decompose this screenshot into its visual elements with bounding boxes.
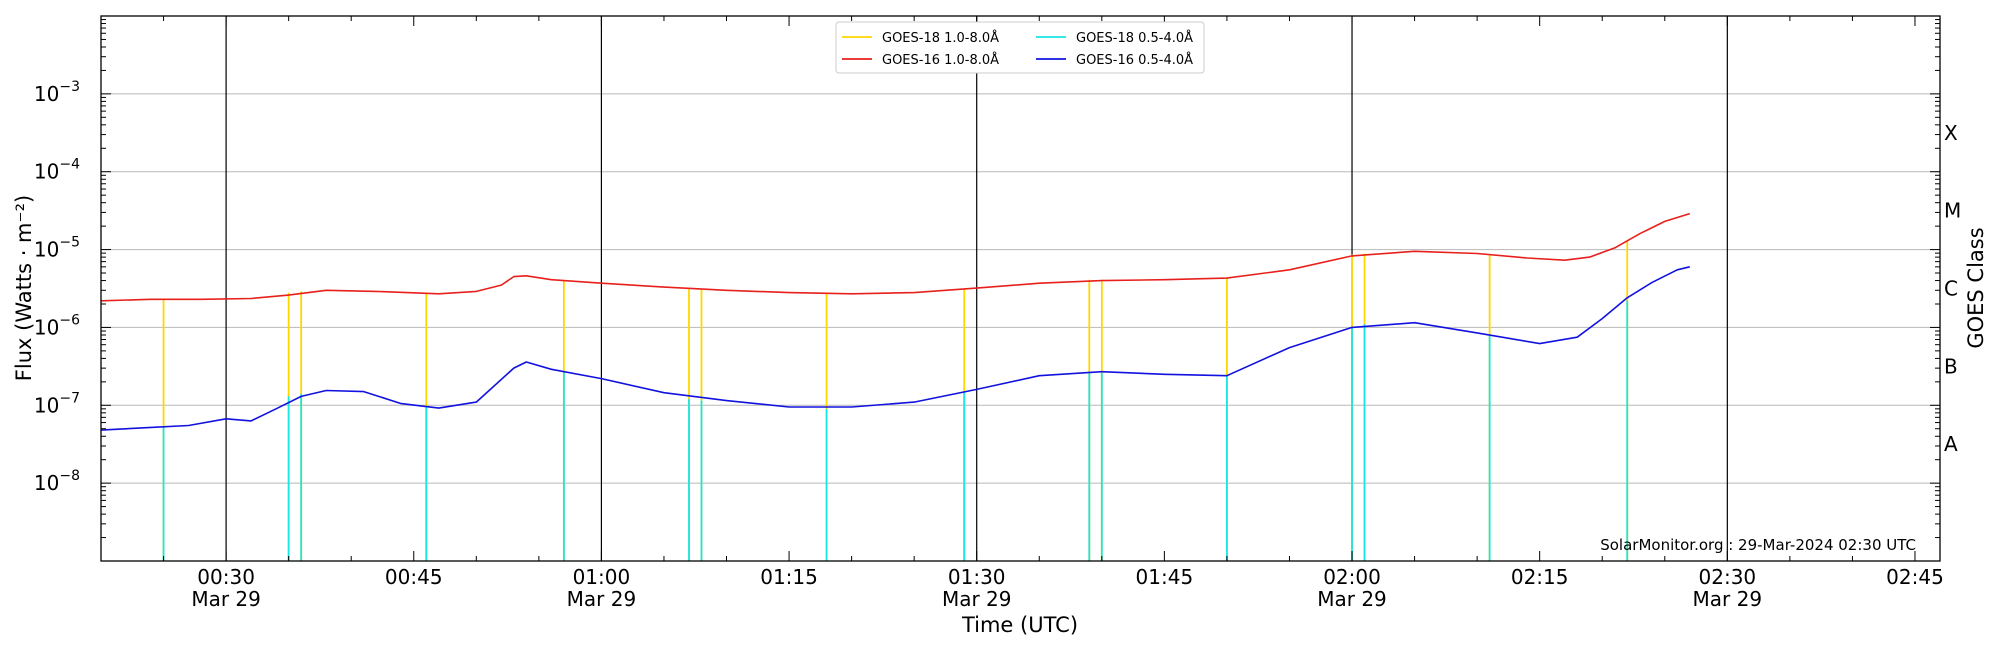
legend-label: GOES-16 0.5-4.0Å [1076,52,1193,68]
y-tick-label: 10−5 [34,235,80,262]
x-tick-label: 00:30 [197,565,255,589]
goes-class-label: M [1944,199,1961,223]
series-group [100,212,1691,302]
legend-label: GOES-18 1.0-8.0Å [882,30,999,46]
x-tick-label: 02:00 [1323,565,1381,589]
x-tick-label: 01:45 [1136,565,1194,589]
x-tick-label: 01:00 [573,565,631,589]
legend: GOES-18 1.0-8.0Å GOES-18 0.5-4.0Å GOES-16 … [835,21,1205,74]
x-tick-label: 02:15 [1511,565,1569,589]
plot-frame [100,15,1941,562]
grid-layer [101,93,1940,484]
x-tick-date-label: Mar 29 [1693,587,1763,611]
x-axis-title: Time (UTC) [961,613,1078,637]
y-tick-label: 10−7 [34,390,80,417]
y-axis-right-title: GOES Class [1964,227,1988,348]
x-tick-date-label: Mar 29 [1317,587,1387,611]
y-axis-title: Flux (Watts · m⁻²) [12,195,36,381]
legend-label: GOES-18 0.5-4.0Å [1076,30,1193,46]
x-tick-label: 02:45 [1886,565,1944,589]
goes-class-label: A [1944,432,1958,456]
x-tick-date-label: Mar 29 [942,587,1012,611]
goes-class-label: C [1944,277,1958,301]
x-tick-label: 00:45 [385,565,443,589]
series-layer [100,212,1691,561]
goes-class-label: X [1944,121,1958,145]
x-tick-label: 02:30 [1699,565,1757,589]
legend-label: GOES-16 1.0-8.0Å [882,52,999,68]
legend-box [835,21,1205,74]
series-line [100,266,1690,431]
y-tick-label: 10−3 [34,79,80,106]
x-tick-date-label: Mar 29 [567,587,637,611]
x-tick-label: 01:15 [760,565,818,589]
y-tick-label: 10−8 [34,468,80,495]
series-group [162,240,1629,561]
x-tick-label: 01:30 [948,565,1006,589]
series-group [162,300,1629,561]
y-tick-label: 10−6 [34,312,80,339]
watermark-text: SolarMonitor.org : 29-Mar-2024 02:30 UTC [1600,536,1916,554]
series-group [100,266,1690,431]
goes-class-label: B [1944,354,1958,378]
y-tick-label: 10−4 [34,157,80,184]
x-tick-date-label: Mar 29 [191,587,261,611]
series-line [100,212,1691,302]
